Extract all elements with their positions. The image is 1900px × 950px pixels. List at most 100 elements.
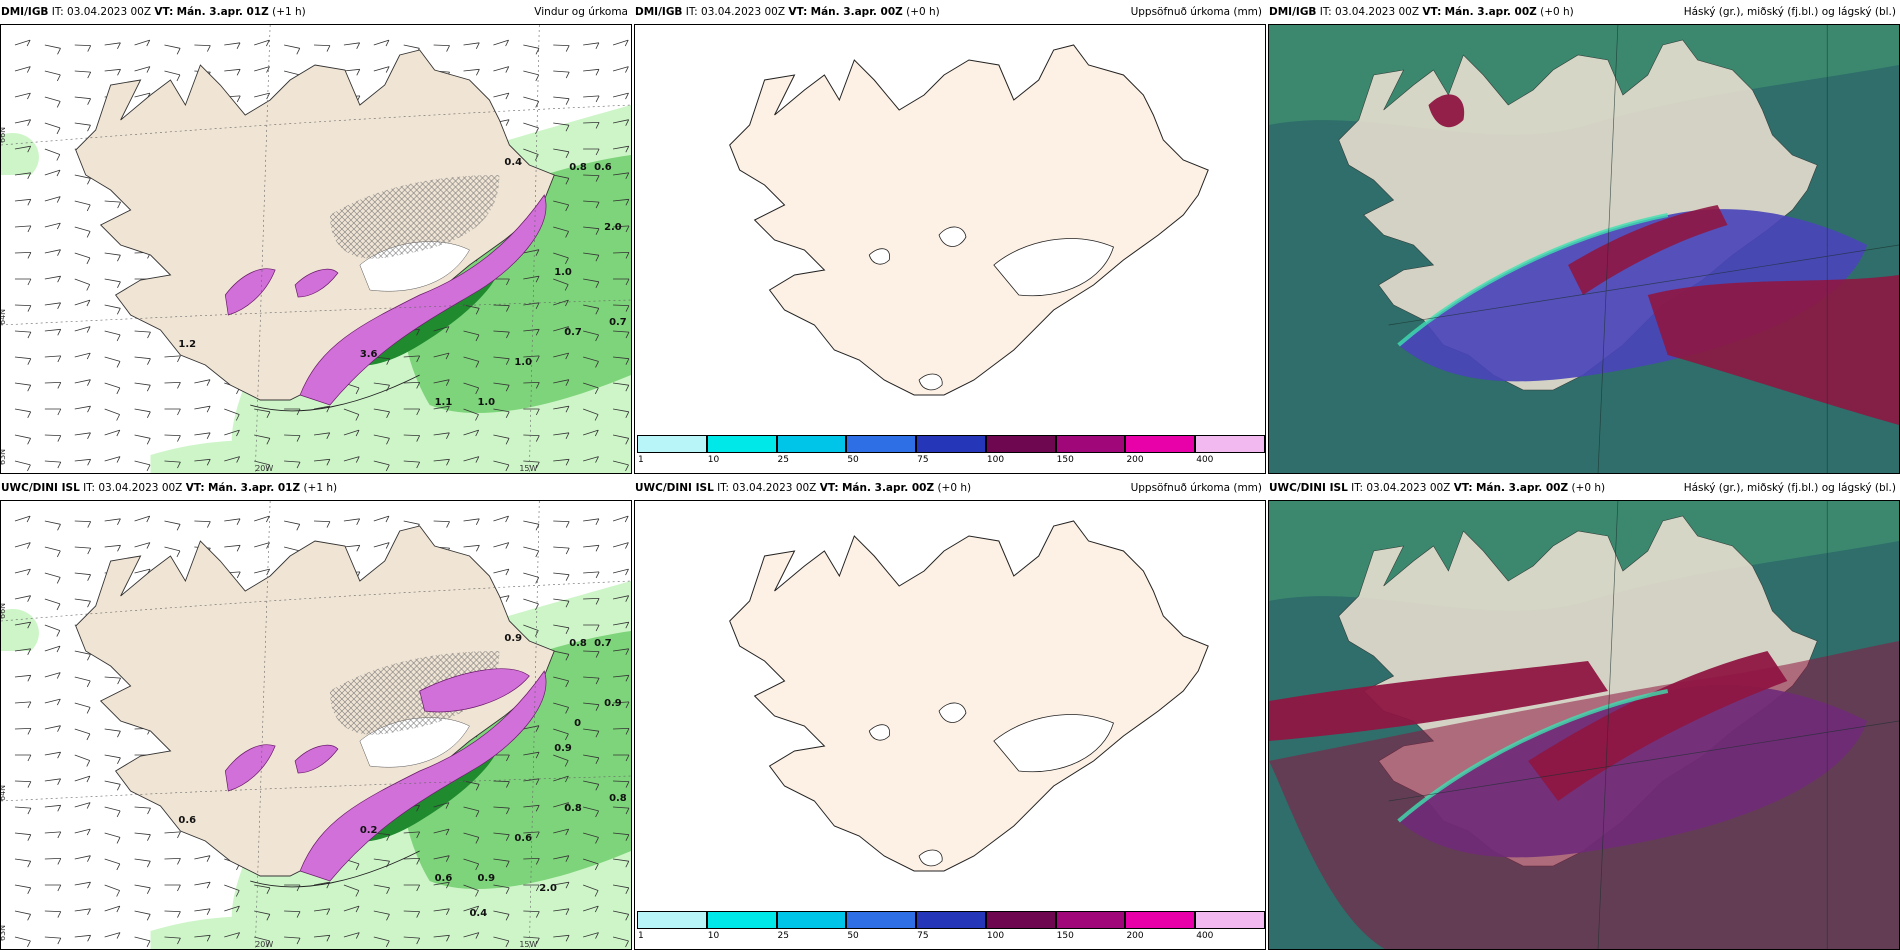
colorbar: 1 10 25 50 75 100 150 200 400 (635, 911, 1265, 949)
map-frame: 0.8 0.7 0.9 0.9 0.8 0.8 0.6 0.6 0.9 0.6 0.2 0.9 0.4 2… (0, 500, 632, 950)
colorbar-segment (846, 911, 917, 929)
panel-header: DMI/IGB IT: 03.04.2023 00Z VT: Mán. 3.ap… (635, 0, 1265, 24)
valid-time-label: VT: (185, 482, 205, 494)
iceland-land (729, 44, 1209, 396)
glacier-outline (918, 373, 943, 391)
lon-label: 15W (519, 464, 537, 473)
lead-time: (+0 h) (1540, 6, 1574, 18)
lat-label: 66N (1, 603, 7, 619)
colorbar-segment (706, 911, 777, 929)
iceland-land (729, 520, 1209, 872)
cloud-red-band (1269, 641, 1899, 949)
map-panel-cloud: DMI/IGB IT: 03.04.2023 00Z VT: Mán. 3.ap… (1268, 0, 1900, 474)
colorbar-segment (985, 435, 1056, 453)
colorbar-tick-label: 400 (1196, 455, 1214, 465)
map-svg (635, 501, 1265, 913)
precip-value-label: 0.7 (594, 638, 612, 649)
init-time: IT: 03.04.2023 00Z (1351, 482, 1451, 494)
cloud-red-band (1528, 651, 1788, 801)
panel-title: Háský (gr.), miðský (fj.bl.) og lágský (… (1683, 482, 1896, 494)
init-time: IT: 03.04.2023 00Z (685, 6, 786, 18)
map-svg: 0.8 0.7 0.9 0.9 0.8 0.8 0.6 0.6 0.9 0.6 0.2 0.9 0.4 2… (1, 501, 631, 949)
colorbar-tick-label: 25 (777, 931, 789, 941)
model-name: DMI/IGB (1, 6, 49, 18)
precip-value-label: 0.4 (504, 157, 522, 168)
lat-label: 64N (1, 785, 7, 801)
precip-value-label: 1.1 (435, 397, 453, 408)
colorbar-tick-label: 10 (707, 931, 720, 941)
colorbar-segment (1055, 911, 1126, 929)
precip-value-label: 3.6 (360, 349, 378, 360)
precip-value-label: 0.6 (178, 815, 196, 826)
precip-value-label: 0.9 (604, 698, 622, 709)
lon-label: 20W (255, 940, 273, 949)
precip-band-main (299, 194, 547, 406)
glacier-outline (938, 226, 967, 247)
colorbar-segment (985, 911, 1056, 929)
sea-precip-left (1, 609, 39, 651)
precip-value-label: 0.6 (514, 833, 532, 844)
precip-value-label: 0.9 (504, 633, 522, 644)
precip-value-label: 0.4 (470, 908, 488, 919)
hatched-area (329, 651, 500, 735)
precip-band-c (419, 668, 530, 713)
colorbar-tick-label: 50 (847, 931, 859, 941)
colorbar-tick-label: 25 (777, 455, 789, 465)
precip-value-label: 1.0 (514, 357, 532, 368)
glacier-outline (993, 238, 1114, 297)
panel-header: DMI/IGB IT: 03.04.2023 00Z VT: Mán. 3.ap… (1269, 0, 1899, 24)
valid-time: Mán. 3.apr. 01Z (207, 482, 301, 494)
panel-title: Vindur og úrkoma (534, 6, 628, 18)
valid-time-label: VT: (1422, 6, 1442, 18)
precip-band-main (299, 670, 547, 882)
valid-time-label: VT: (788, 6, 808, 18)
model-name: DMI/IGB (1269, 6, 1317, 18)
panel-title: Uppsöfnuð úrkoma (mm) (1130, 6, 1262, 18)
precip-value-label: 0.8 (569, 638, 587, 649)
precip-band-a (224, 268, 276, 316)
lead-time: (+0 h) (1571, 482, 1606, 494)
model-name: UWC/DINI ISL (1269, 482, 1348, 494)
precip-value-label: 0.8 (569, 162, 587, 173)
sea-precip-bottom (150, 440, 415, 473)
valid-time: Mán. 3.apr. 00Z (1475, 482, 1569, 494)
init-time: IT: 03.04.2023 00Z (51, 6, 152, 18)
cloud-red-band (1269, 661, 1608, 741)
map-frame (1268, 24, 1900, 474)
panel-header: UWC/DINI ISL IT: 03.04.2023 00Z VT: Mán.… (1269, 476, 1899, 500)
colorbar-segment (916, 911, 986, 929)
valid-time: Mán. 3.apr. 01Z (176, 6, 269, 18)
valid-time-label: VT: (1453, 482, 1473, 494)
panel-header: DMI/IGB IT: 03.04.2023 00Z VT: Mán. 3.ap… (1, 0, 631, 24)
model-name: UWC/DINI ISL (635, 482, 714, 494)
precip-value-label: 2.0 (539, 883, 557, 894)
colorbar-segment (706, 435, 777, 453)
panel-header: UWC/DINI ISL IT: 03.04.2023 00Z VT: Mán.… (1, 476, 631, 500)
valid-time: Mán. 3.apr. 00Z (810, 6, 903, 18)
lead-time: (+0 h) (906, 6, 940, 18)
lat-label: 66N (1, 127, 7, 143)
colorbar-segment (1125, 435, 1196, 453)
valid-time-label: VT: (154, 6, 174, 18)
colorbar-segment (1195, 435, 1265, 453)
map-panel-cum: UWC/DINI ISL IT: 03.04.2023 00Z VT: Mán.… (634, 476, 1266, 950)
glacier-outline (993, 714, 1114, 773)
colorbar-segment (776, 435, 847, 453)
lon-label: 20W (255, 464, 273, 473)
colorbar-segment (637, 435, 707, 453)
map-frame (1268, 500, 1900, 950)
colorbar-tick-label: 150 (1056, 931, 1074, 941)
colorbar-segment (916, 435, 986, 453)
cloud-red-band (1428, 94, 1465, 128)
map-frame: 0.8 0.6 2.0 1.0 0.7 0.7 1.0 1.1 1.0 1.2 3.6 0.4 66N 6… (0, 24, 632, 474)
lead-time: (+1 h) (272, 6, 306, 18)
colorbar-segment (1125, 911, 1196, 929)
valid-time: Mán. 3.apr. 00Z (1444, 6, 1537, 18)
colorbar-tick-label: 1 (638, 931, 644, 941)
precip-value-label: 0.8 (609, 793, 627, 804)
precip-value-label: 0.9 (477, 873, 495, 884)
map-panel-wind: DMI/IGB IT: 03.04.2023 00Z VT: Mán. 3.ap… (0, 0, 632, 474)
panel-title: Uppsöfnuð úrkoma (mm) (1130, 482, 1262, 494)
cloud-teal-edge (1397, 689, 1669, 823)
lat-label: 63N (1, 925, 7, 941)
